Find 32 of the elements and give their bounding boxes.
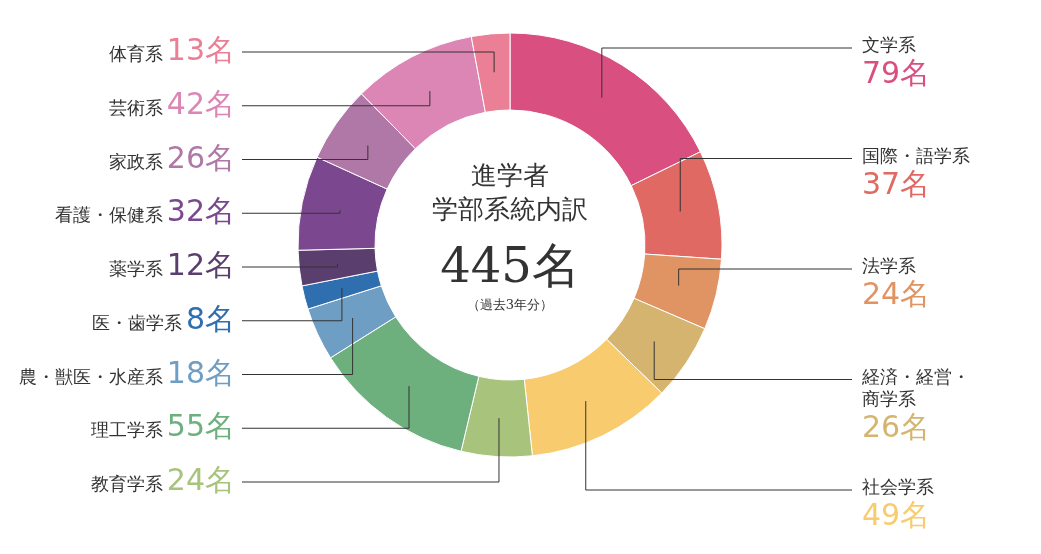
data-label: 49名 [862, 497, 932, 532]
data-label: 37名 [862, 165, 932, 201]
slice-label: 医・歯学系 [91, 311, 182, 334]
slice-label: 国際・語学系 [862, 144, 970, 166]
data-label: 24名 [166, 462, 235, 497]
data-label: 26名 [166, 139, 235, 175]
slice-label: 経済・経営・商学系 [862, 365, 970, 409]
text: （過去3年分） [465, 296, 555, 314]
slice-label: 教育学系 [90, 473, 163, 495]
slice-label: 農・獣医・水産系 [18, 365, 163, 388]
slice-label: 理工学系 [90, 419, 163, 442]
data-label: 8名 [185, 300, 235, 336]
data-label: 13名 [166, 32, 235, 67]
slice-label: 体育系 [108, 43, 163, 65]
data-label: 79名 [862, 55, 932, 90]
data-label: 12名 [166, 247, 235, 282]
data-label: 55名 [166, 408, 235, 444]
slice-label: 芸術系 [108, 96, 163, 119]
data-label: 24名 [862, 276, 932, 311]
slice-label: 法学系 [862, 255, 916, 276]
data-label: 32名 [166, 193, 235, 229]
slice-label: 薬学系 [108, 258, 163, 280]
data-label: 26名 [862, 408, 932, 444]
data-label: 42名 [166, 85, 235, 121]
slice-label: 家政系 [108, 150, 163, 173]
text: 学部系統内訳 [431, 193, 589, 226]
data-label: 18名 [166, 354, 235, 390]
text: 進学者 [470, 159, 550, 192]
text: 445名 [439, 236, 581, 295]
slice-label: 看護・保健系 [54, 204, 163, 227]
slice-label: 社会学系 [862, 476, 934, 497]
slice-label: 文学系 [862, 34, 916, 55]
